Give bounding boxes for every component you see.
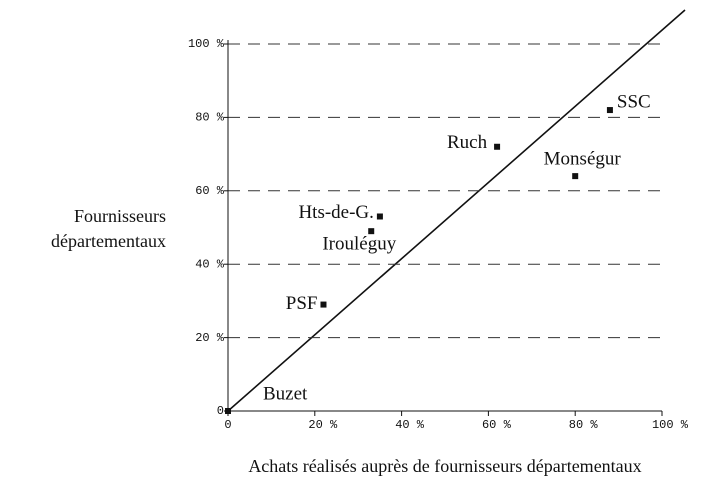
- x-tick-label: 100 %: [652, 418, 689, 432]
- point: [368, 228, 375, 235]
- y-tick-label: 100 %: [188, 37, 225, 51]
- point: [606, 107, 613, 114]
- point: [225, 408, 231, 414]
- y-axis-title: départementaux: [51, 231, 166, 251]
- point-label: Ruch: [447, 132, 488, 153]
- y-tick-label: 40 %: [195, 257, 225, 271]
- point: [494, 143, 501, 150]
- point-label: SSC: [617, 91, 651, 112]
- point: [572, 173, 579, 180]
- reference-line: [227, 9, 686, 412]
- x-tick-label: 60 %: [482, 418, 512, 432]
- point: [376, 213, 383, 220]
- point-label: Irouléguy: [322, 234, 396, 255]
- point-label: Buzet: [263, 383, 308, 404]
- y-tick-label: 20 %: [195, 331, 225, 345]
- x-tick-label: 40 %: [395, 418, 425, 432]
- point: [320, 301, 327, 308]
- point-label: Hts-de-G.: [298, 202, 373, 223]
- point-label: PSF: [286, 293, 318, 314]
- x-tick-label: 20 %: [308, 418, 338, 432]
- y-tick-label: 0: [217, 404, 224, 418]
- y-tick-label: 80 %: [195, 111, 225, 125]
- point-label: Monségur: [544, 148, 622, 169]
- x-tick-label: 0: [224, 418, 231, 432]
- y-axis-title: Fournisseurs: [74, 206, 166, 226]
- x-axis-title: Achats réalisés auprès de fournisseurs d…: [248, 456, 641, 476]
- x-tick-label: 80 %: [569, 418, 599, 432]
- y-tick-label: 60 %: [195, 184, 225, 198]
